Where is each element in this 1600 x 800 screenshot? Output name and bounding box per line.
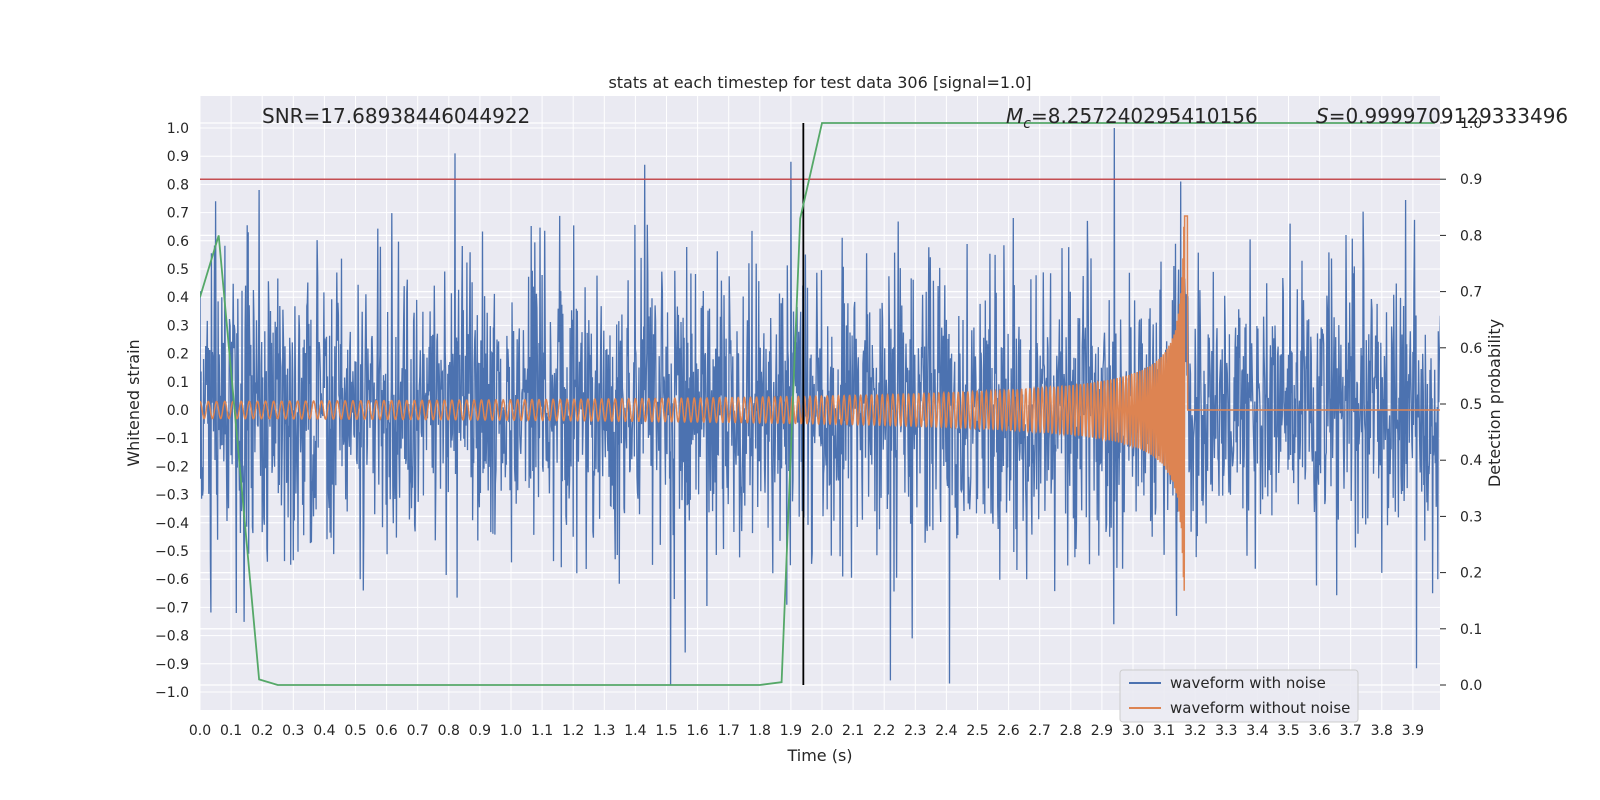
score-symbol: S xyxy=(1316,104,1329,128)
y2-tick-label: 0.8 xyxy=(1460,228,1482,244)
y-tick-label: 0.6 xyxy=(167,234,189,250)
chirp-mass-annotation: Mc=8.257240295410156 xyxy=(1006,104,1258,132)
legend-box xyxy=(1119,669,1359,723)
y-tick-label: −0.6 xyxy=(155,572,189,588)
x-tick-label: 2.9 xyxy=(1091,723,1113,739)
x-tick-label: 2.8 xyxy=(1060,723,1082,739)
series-clip-group xyxy=(200,122,1440,686)
x-tick-label: 1.4 xyxy=(624,723,646,739)
score-annotation: S=0.9999709129333496 xyxy=(1316,104,1568,128)
y-tick-label: 0.9 xyxy=(167,149,189,165)
y-tick-label: −0.3 xyxy=(155,488,189,504)
x-tick-label: 2.7 xyxy=(1029,723,1051,739)
x-tick-label: 0.2 xyxy=(251,723,273,739)
x-tick-label: 3.6 xyxy=(1308,723,1330,739)
y-tick-label: 0.0 xyxy=(167,403,189,419)
y-tick-label: −0.1 xyxy=(155,431,189,447)
x-tick-label: 2.0 xyxy=(811,723,833,739)
legend-label-without-noise: waveform without noise xyxy=(1170,699,1350,717)
x-tick-label: 1.5 xyxy=(655,723,677,739)
x-tick-label: 3.1 xyxy=(1153,723,1175,739)
y-tick-label: −0.2 xyxy=(155,459,189,475)
x-tick-label: 1.9 xyxy=(780,723,802,739)
y-tick-label: 0.7 xyxy=(167,206,189,222)
x-tick-label: 1.2 xyxy=(562,723,584,739)
chirp-mass-subscript: c xyxy=(1023,116,1031,132)
x-tick-label: 1.1 xyxy=(531,723,553,739)
y2-tick-label: 0.6 xyxy=(1460,341,1482,357)
x-tick-label: 0.3 xyxy=(282,723,304,739)
y2-tick-label: 1.0 xyxy=(1460,116,1482,132)
y-tick-label: −0.4 xyxy=(155,516,189,532)
y-tick-label: −0.5 xyxy=(155,544,189,560)
x-tick-label: 1.6 xyxy=(686,723,708,739)
series-layer xyxy=(200,122,1440,686)
x-tick-label: 2.2 xyxy=(873,723,895,739)
y2-tick-label: 0.0 xyxy=(1460,678,1482,694)
series-waveform-with-noise xyxy=(200,127,1440,686)
y-tick-label: 0.2 xyxy=(167,347,189,363)
x-tick-label: 2.5 xyxy=(966,723,988,739)
x-tick-label: 1.7 xyxy=(718,723,740,739)
y-tick-label: 0.5 xyxy=(167,262,189,278)
x-tick-label: 1.3 xyxy=(593,723,615,739)
y-tick-label: 0.3 xyxy=(167,318,189,334)
x-tick-label: 2.4 xyxy=(935,723,957,739)
score-value: =0.9999709129333496 xyxy=(1329,104,1568,128)
x-tick-label: 1.0 xyxy=(500,723,522,739)
y-tick-label: 1.0 xyxy=(167,121,189,137)
x-tick-label: 0.8 xyxy=(438,723,460,739)
x-tick-label: 0.0 xyxy=(189,723,211,739)
x-tick-label: 3.8 xyxy=(1371,723,1393,739)
snr-annotation: SNR=17.68938446044922 xyxy=(262,104,530,128)
legend-label-with-noise: waveform with noise xyxy=(1170,674,1326,692)
y2-tick-label: 0.3 xyxy=(1460,509,1482,525)
y2-tick-label: 0.4 xyxy=(1460,453,1482,469)
x-axis-label: Time (s) xyxy=(786,746,852,765)
y2-tick-label: 0.7 xyxy=(1460,285,1482,301)
x-tick-label: 3.2 xyxy=(1184,723,1206,739)
y-tick-label: −1.0 xyxy=(155,685,189,701)
x-tick-label: 0.6 xyxy=(375,723,397,739)
series-waveform-without-noise xyxy=(200,215,1440,591)
y2-tick-label: 0.1 xyxy=(1460,622,1482,638)
y-tick-label: 0.1 xyxy=(167,375,189,391)
x-tick-label: 0.5 xyxy=(344,723,366,739)
chirp-mass-symbol: M xyxy=(1006,104,1023,128)
x-tick-label: 1.8 xyxy=(749,723,771,739)
x-tick-label: 0.1 xyxy=(220,723,242,739)
y2-tick-label: 0.9 xyxy=(1460,172,1482,188)
y-axis-label: Whitened strain xyxy=(124,339,143,466)
x-tick-label: 3.4 xyxy=(1246,723,1268,739)
y2-axis-label: Detection probability xyxy=(1485,319,1504,487)
x-tick-label: 2.6 xyxy=(997,723,1019,739)
x-tick-label: 3.0 xyxy=(1122,723,1144,739)
x-tick-label: 2.3 xyxy=(904,723,926,739)
x-tick-label: 0.7 xyxy=(407,723,429,739)
y-axis-ticks: 1.0 0.9 0.8 0.7 0.6 0.5 0.4 0.3 0.2 0.1 0.0 −0.1 −0.… xyxy=(155,121,189,701)
series-detection-probability xyxy=(200,122,1435,686)
y-tick-label: 0.4 xyxy=(167,290,189,306)
x-tick-label: 2.1 xyxy=(842,723,864,739)
y2-axis-ticks: 1.0 0.9 0.8 0.7 0.6 0.5 0.4 0.3 0.2 0.1 0.0 xyxy=(1440,116,1482,694)
x-axis-ticks: 0.0 0.1 0.2 0.3 0.4 0.5 0.6 0.7 0.8 0.9 1.0 1.1 1.2 1… xyxy=(189,723,1424,739)
y-tick-label: −0.8 xyxy=(155,629,189,645)
chart-title: stats at each timestep for test data 306… xyxy=(608,73,1031,92)
y-tick-label: −0.7 xyxy=(155,600,189,616)
legend: waveform with noise waveform without noi… xyxy=(1119,669,1359,723)
y-tick-label: −0.9 xyxy=(155,657,189,673)
x-tick-label: 3.9 xyxy=(1402,723,1424,739)
y2-tick-label: 0.2 xyxy=(1460,566,1482,582)
x-tick-label: 3.5 xyxy=(1277,723,1299,739)
y-tick-label: 0.8 xyxy=(167,177,189,193)
x-tick-label: 3.7 xyxy=(1340,723,1362,739)
y2-tick-label: 0.5 xyxy=(1460,397,1482,413)
x-tick-label: 3.3 xyxy=(1215,723,1237,739)
chirp-mass-value: =8.257240295410156 xyxy=(1031,104,1258,128)
x-tick-label: 0.4 xyxy=(313,723,335,739)
x-tick-label: 0.9 xyxy=(469,723,491,739)
